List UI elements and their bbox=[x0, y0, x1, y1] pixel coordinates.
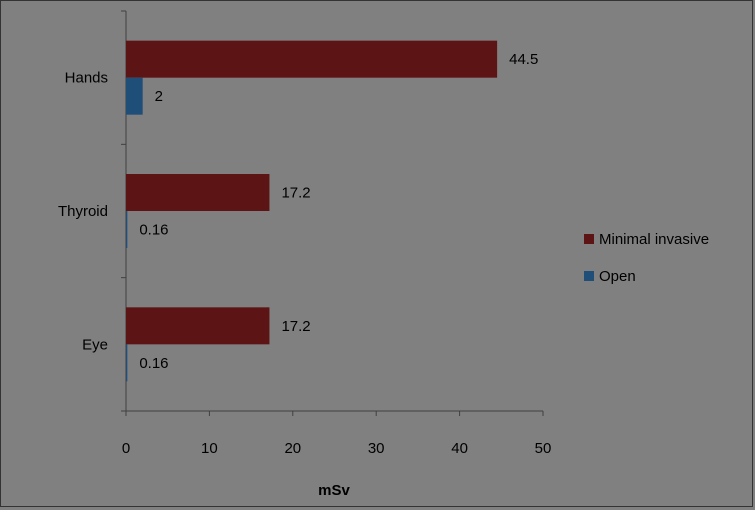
y-category-label: Hands bbox=[65, 70, 108, 87]
bars bbox=[126, 40, 498, 382]
y-category-label: Thyroid bbox=[58, 203, 108, 220]
legend-swatch bbox=[584, 271, 594, 281]
data-label: 44.5 bbox=[509, 51, 538, 68]
x-tick-label: 20 bbox=[284, 440, 301, 457]
x-tick-label: 40 bbox=[451, 440, 468, 457]
data-label: 17.2 bbox=[281, 318, 310, 335]
data-label: 17.2 bbox=[281, 185, 310, 202]
legend-label: Open bbox=[599, 268, 636, 285]
x-tick-label: 30 bbox=[368, 440, 385, 457]
bar-minimal-invasive bbox=[126, 174, 270, 211]
legend: Minimal invasive Open bbox=[584, 231, 709, 285]
data-labels: 44.5 2 17.2 0.16 17.2 0.16 bbox=[139, 51, 538, 372]
axes: 0 10 20 30 40 50 Hands Thyroid Eye bbox=[58, 10, 552, 457]
data-label: 2 bbox=[155, 88, 163, 105]
data-label: 0.16 bbox=[139, 222, 168, 239]
bar-open bbox=[126, 211, 128, 248]
x-axis-title: mSv bbox=[318, 482, 350, 499]
legend-label: Minimal invasive bbox=[599, 231, 709, 248]
bar-minimal-invasive bbox=[126, 40, 498, 78]
bar-open bbox=[126, 344, 128, 382]
data-label: 0.16 bbox=[139, 355, 168, 372]
x-tick-label: 0 bbox=[122, 440, 130, 457]
bar-minimal-invasive bbox=[126, 307, 270, 345]
bar-open bbox=[126, 77, 143, 115]
y-category-label: Eye bbox=[82, 336, 108, 353]
x-tick-label: 10 bbox=[201, 440, 218, 457]
x-tick-label: 50 bbox=[535, 440, 552, 457]
legend-swatch bbox=[584, 234, 594, 244]
